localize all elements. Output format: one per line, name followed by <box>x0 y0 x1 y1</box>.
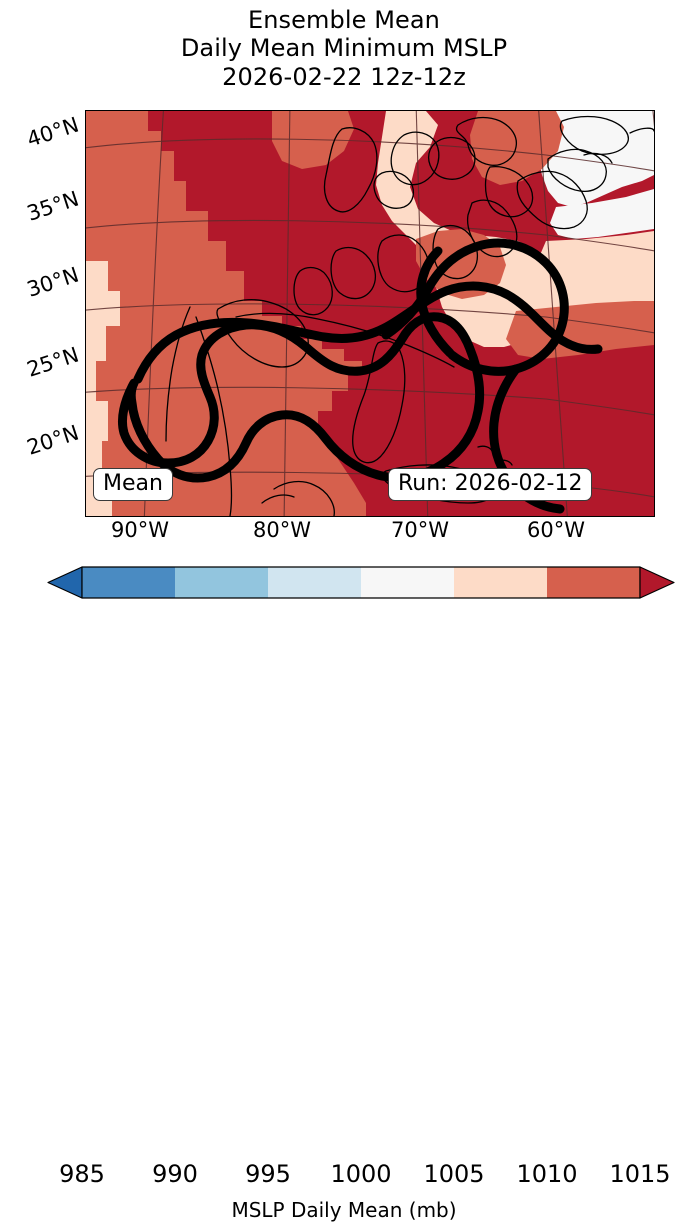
figure-title: Ensemble Mean Daily Mean Minimum MSLP 20… <box>0 6 688 91</box>
map-tag-mean[interactable]: Mean <box>93 468 173 502</box>
map-panel[interactable] <box>85 110 655 517</box>
colorbar-tick-985: 985 <box>59 1160 105 1188</box>
colorbar-extend-under <box>47 566 83 599</box>
title-line-3: 2026-02-22 12z-12z <box>222 62 466 91</box>
title-line-2: Daily Mean Minimum MSLP <box>180 34 508 63</box>
contour-band-1010-1015-central <box>236 411 366 516</box>
colorbar-tick-990: 990 <box>152 1160 198 1188</box>
colorbar-band-4[interactable] <box>454 567 547 598</box>
colorbar-tick-1000: 1000 <box>330 1160 392 1188</box>
colorbar-band-3[interactable] <box>361 567 454 598</box>
colorbar-caption: MSLP Daily Mean (mb) <box>231 1198 457 1222</box>
mslp-filled-contours <box>86 111 654 516</box>
lat-label-30n: 30°N <box>23 262 82 302</box>
coastlines <box>165 115 654 516</box>
lon-label-60w: 60°W <box>527 518 585 542</box>
colorbar-swatches[interactable] <box>0 560 688 610</box>
title-line-1: Ensemble Mean <box>247 6 440 34</box>
contour-band-1005-1010-offshore <box>534 231 654 285</box>
figure-canvas: Ensemble Mean Daily Mean Minimum MSLP 20… <box>0 6 688 1222</box>
lat-label-25n: 25°N <box>23 342 82 382</box>
colorbar-tick-labels: 985 990 995 1000 1005 1010 1015 <box>0 1160 688 1192</box>
map-plot-area[interactable] <box>86 111 654 516</box>
contour-band-1010-1015-offshore <box>506 301 654 359</box>
colorbar-tick-1005: 1005 <box>423 1160 485 1188</box>
colorbar-tick-1010: 1010 <box>516 1160 578 1188</box>
colorbar-tick-1015: 1015 <box>609 1160 671 1188</box>
lon-label-80w: 80°W <box>253 518 311 542</box>
lat-label-40n: 40°N <box>23 112 82 152</box>
lat-label-35n: 35°N <box>23 186 82 226</box>
colorbar[interactable]: 985 990 995 1000 1005 1010 1015 MSLP Daily Mea… <box>0 560 688 1222</box>
lon-label-70w: 70°W <box>391 518 449 542</box>
map-tag-run[interactable]: Run: 2026-02-12 <box>388 468 593 502</box>
lat-label-20n: 20°N <box>23 420 82 460</box>
colorbar-tick-995: 995 <box>245 1160 291 1188</box>
colorbar-band-5[interactable] <box>547 567 640 598</box>
colorbar-band-1[interactable] <box>175 567 268 598</box>
mean-mslp-contour <box>117 238 603 514</box>
colorbar-band-0[interactable] <box>82 567 175 598</box>
lon-label-90w: 90°W <box>111 518 169 542</box>
colorbar-extend-over <box>639 566 675 599</box>
colorbar-band-2[interactable] <box>268 567 361 598</box>
